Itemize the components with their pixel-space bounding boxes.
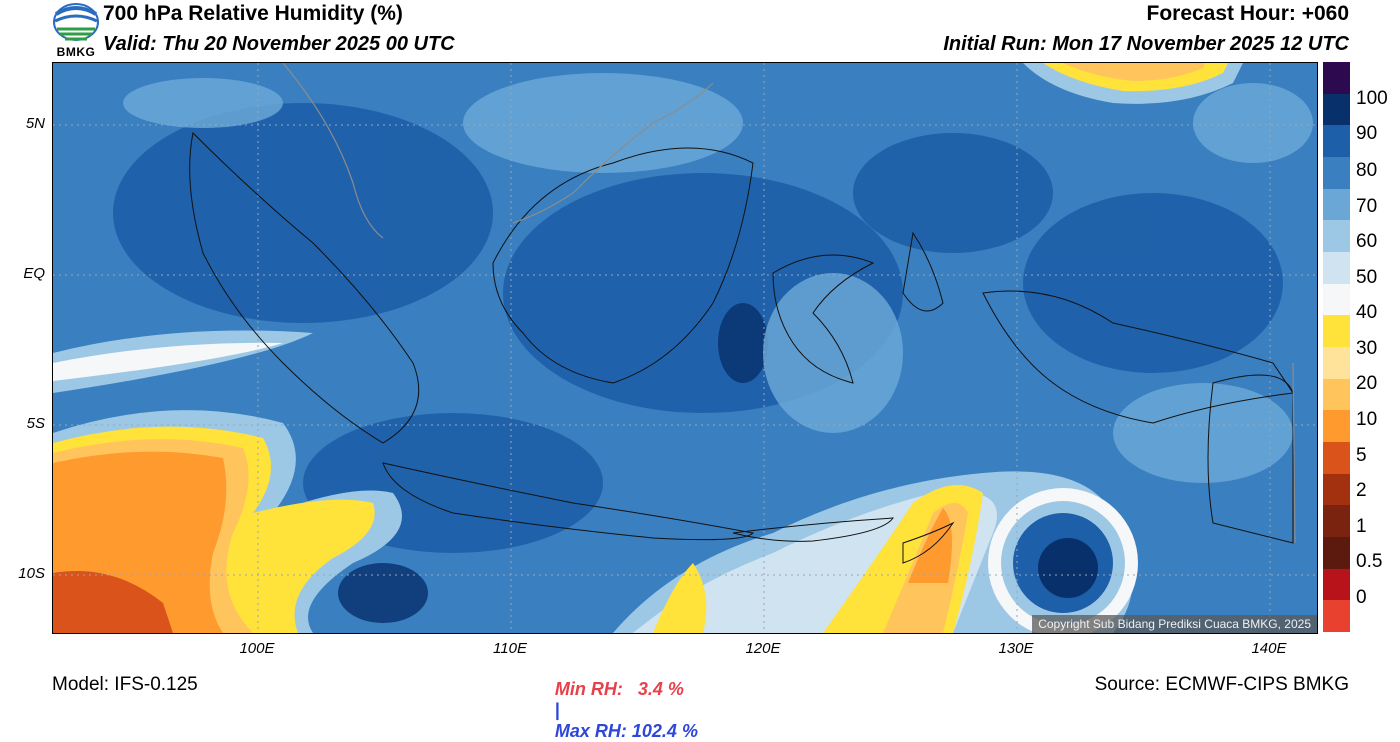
colorbar-swatch xyxy=(1323,188,1350,221)
max-rh: Max RH: 102.4 % xyxy=(554,721,698,741)
colorbar-swatch xyxy=(1323,600,1350,633)
lon-label: 130E xyxy=(998,640,1034,657)
source-label: Source: ECMWF-CIPS BMKG xyxy=(1094,674,1349,695)
colorbar-label: 0.5 xyxy=(1356,551,1383,572)
colorbar-swatch xyxy=(1323,347,1350,380)
colorbar-swatch xyxy=(1323,505,1350,538)
model-label: Model: IFS-0.125 xyxy=(52,674,198,695)
lat-label: 10S xyxy=(18,565,45,582)
colorbar-swatch xyxy=(1323,473,1350,506)
colorbar-label: 80 xyxy=(1356,160,1378,181)
colorbar-label: 60 xyxy=(1356,231,1378,252)
valid-time: Valid: Thu 20 November 2025 00 UTC xyxy=(103,33,455,55)
rh-separator: | xyxy=(554,700,560,720)
colorbar-swatch xyxy=(1323,568,1350,601)
colorbar-label: 1 xyxy=(1356,516,1367,537)
colorbar-label: 2 xyxy=(1356,480,1367,501)
colorbar-label: 50 xyxy=(1356,267,1378,288)
lat-label: 5S xyxy=(26,415,45,432)
colorbar-swatch xyxy=(1323,62,1350,95)
colorbar xyxy=(1323,62,1350,633)
colorbar-label: 20 xyxy=(1356,373,1378,394)
colorbar-label: 30 xyxy=(1356,338,1378,359)
colorbar-label: 10 xyxy=(1356,409,1378,430)
colorbar-swatch xyxy=(1323,537,1350,570)
colorbar-swatch xyxy=(1323,442,1350,475)
colorbar-label: 0 xyxy=(1356,587,1367,608)
colorbar-label: 70 xyxy=(1356,196,1378,217)
map-title: 700 hPa Relative Humidity (%) xyxy=(103,2,403,25)
colorbar-swatch xyxy=(1323,252,1350,285)
colorbar-swatch xyxy=(1323,220,1350,253)
colorbar-label: 5 xyxy=(1356,445,1367,466)
colorbar-swatch xyxy=(1323,315,1350,348)
forecast-hour: Forecast Hour: +060 xyxy=(1146,2,1350,25)
map-canvas xyxy=(53,63,1317,633)
colorbar-swatch xyxy=(1323,157,1350,190)
colorbar-label: 90 xyxy=(1356,123,1378,144)
lon-label: 100E xyxy=(239,640,275,657)
colorbar-swatch xyxy=(1323,125,1350,158)
lat-label: EQ xyxy=(23,265,45,282)
lon-label: 120E xyxy=(745,640,781,657)
colorbar-label: 40 xyxy=(1356,302,1378,323)
rh-range: Min RH: 3.4 % | Max RH: 102.4 % xyxy=(546,661,698,742)
lat-label: 5N xyxy=(25,115,45,132)
logo-text: BMKG xyxy=(56,45,96,59)
colorbar-swatch xyxy=(1323,378,1350,411)
colorbar-label: 100 xyxy=(1356,88,1388,109)
colorbar-swatch xyxy=(1323,283,1350,316)
lon-label: 110E xyxy=(493,640,527,657)
lon-label: 140E xyxy=(1251,640,1287,657)
bmkg-logo xyxy=(52,2,100,62)
humidity-map: Copyright Sub Bidang Prediksi Cuaca BMKG… xyxy=(52,62,1318,634)
colorbar-swatch xyxy=(1323,93,1350,126)
min-rh: Min RH: 3.4 % xyxy=(554,679,684,699)
copyright-notice: Copyright Sub Bidang Prediksi Cuaca BMKG… xyxy=(1032,615,1317,633)
initial-run: Initial Run: Mon 17 November 2025 12 UTC xyxy=(943,33,1349,55)
colorbar-swatch xyxy=(1323,410,1350,443)
